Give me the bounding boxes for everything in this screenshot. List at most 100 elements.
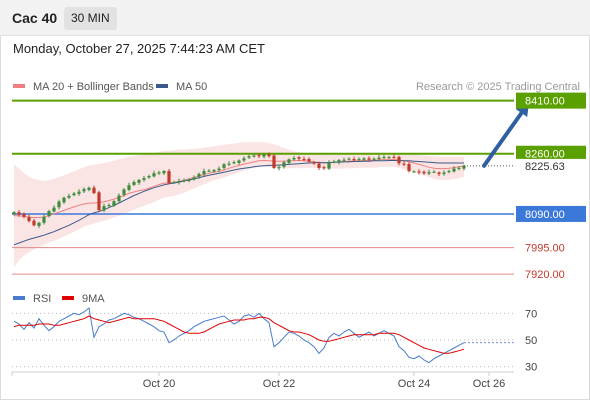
candle-body-36: [192, 177, 196, 180]
candle-body-11: [67, 195, 71, 198]
candle-body-25: [137, 179, 141, 183]
candle-body-30: [162, 171, 166, 174]
legend-swatch-0: [13, 84, 25, 88]
legend-label-0: MA 20 + Bollinger Bands: [33, 81, 154, 93]
candle-body-41: [217, 168, 221, 171]
candle-body-16: [92, 187, 96, 194]
last-price-tag: [516, 158, 586, 173]
candle-body-59: [307, 159, 311, 162]
candle-body-34: [182, 180, 186, 182]
candle-body-38: [202, 171, 206, 175]
candle-body-70: [362, 158, 366, 160]
candle-body-10: [62, 197, 66, 203]
rsi-tick-70: 70: [525, 308, 537, 320]
candle-body-71: [367, 158, 371, 160]
instrument-title: Cac 40: [12, 10, 58, 26]
candle-body-18: [102, 206, 106, 211]
candle-body-53: [277, 167, 281, 169]
candle-body-19: [107, 205, 111, 207]
candle-body-2: [22, 213, 26, 217]
candle-body-48: [252, 155, 256, 157]
candle-body-20: [112, 201, 116, 206]
candle-body-79: [407, 164, 411, 172]
candle-body-27: [147, 176, 151, 178]
candle-body-63: [327, 162, 331, 169]
chart-header: Cac 40 30 MIN: [0, 0, 590, 36]
candle-body-45: [237, 160, 241, 163]
level-label-1: 8260.00: [525, 149, 565, 161]
candle-body-60: [312, 162, 316, 164]
candle-body-80: [412, 171, 416, 173]
candle-body-31: [167, 171, 171, 183]
candle-body-56: [292, 157, 296, 160]
credit-text: Research © 2025 Trading Central: [416, 81, 580, 93]
candle-body-49: [257, 155, 261, 157]
candle-body-13: [77, 191, 81, 194]
forecast-arrow-shaft: [482, 110, 524, 168]
candle-body-51: [267, 154, 271, 157]
rsi-tick-30: 30: [525, 362, 537, 374]
candle-body-68: [352, 159, 356, 161]
candle-body-72: [372, 158, 376, 160]
candle-body-78: [402, 163, 406, 165]
candle-body-35: [187, 179, 191, 182]
candle-body-87: [447, 171, 451, 173]
candle-body-22: [122, 189, 126, 195]
candle-body-73: [377, 157, 381, 160]
candle-body-75: [387, 156, 391, 158]
timeframe-badge[interactable]: 30 MIN: [64, 7, 117, 30]
bollinger-band: [14, 142, 464, 268]
x-tick-label-0: Oct 20: [143, 378, 175, 390]
candle-body-43: [227, 163, 231, 165]
candle-body-33: [177, 181, 181, 183]
rsi-line: [13, 307, 465, 364]
candle-body-5: [37, 222, 41, 226]
candle-body-0: [12, 212, 16, 215]
candle-body-44: [232, 162, 236, 164]
candle-body-86: [442, 172, 446, 174]
legend-label-1: MA 50: [176, 81, 207, 93]
candle-body-24: [132, 182, 136, 185]
candle-body-84: [432, 171, 436, 173]
candle-body-37: [197, 173, 201, 177]
candle-body-4: [32, 220, 36, 226]
candle-body-89: [457, 167, 461, 169]
level-label-3: 7995.00: [525, 243, 565, 255]
candle-body-46: [242, 158, 246, 161]
rsi-legend-swatch-0: [13, 296, 25, 300]
candle-body-52: [272, 155, 276, 168]
candle-body-65: [337, 160, 341, 163]
candle-body-26: [142, 178, 146, 180]
candle-body-6: [42, 216, 46, 223]
rsi-legend-swatch-1: [62, 296, 74, 300]
level-label-2: 8090.00: [525, 209, 565, 221]
rsi-legend-label-1: 9MA: [82, 293, 105, 305]
candle-body-62: [322, 167, 326, 169]
candle-body-54: [282, 162, 286, 167]
ma20-line: [14, 158, 465, 218]
x-tick-label-2: Oct 24: [398, 378, 430, 390]
candle-body-82: [422, 171, 426, 174]
x-tick-label-1: Oct 22: [263, 378, 295, 390]
candle-body-1: [17, 212, 21, 215]
candle-body-81: [417, 171, 421, 173]
candle-body-67: [347, 158, 351, 160]
level-label-4: 7920.00: [525, 269, 565, 281]
candle-body-85: [437, 172, 441, 174]
ma50-line: [13, 160, 464, 246]
candle-body-69: [357, 159, 361, 161]
candle-body-90: [462, 165, 466, 169]
candle-body-9: [57, 201, 61, 208]
candle-body-74: [382, 156, 386, 158]
candle-body-64: [332, 161, 336, 163]
candle-body-66: [342, 159, 346, 161]
candle-body-21: [117, 195, 121, 202]
candle-body-61: [317, 163, 321, 168]
candle-body-7: [47, 211, 51, 217]
candle-body-88: [452, 168, 456, 172]
chart-datetime: Monday, October 27, 2025 7:44:23 AM CET: [13, 41, 265, 56]
candle-body-83: [427, 172, 431, 174]
candle-body-39: [207, 170, 211, 172]
rsi-legend-label-0: RSI: [33, 293, 51, 305]
